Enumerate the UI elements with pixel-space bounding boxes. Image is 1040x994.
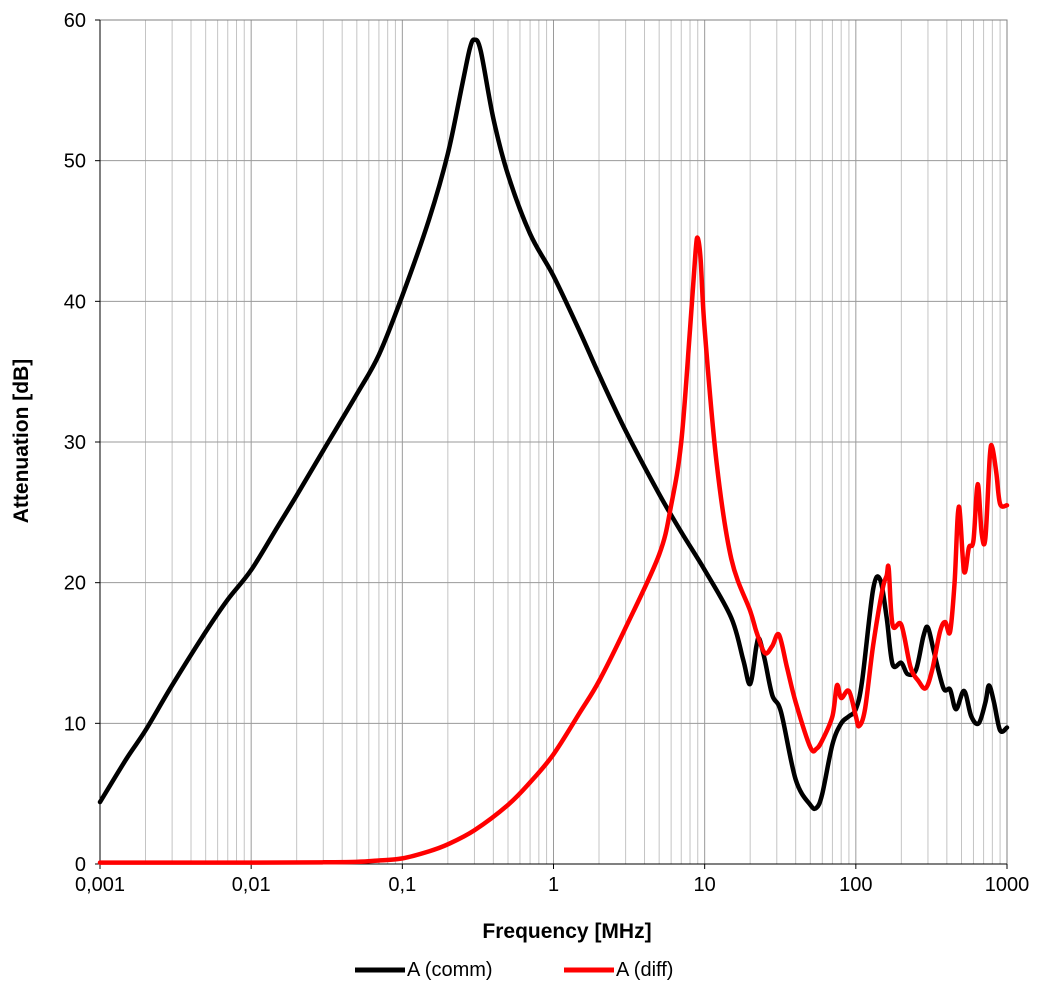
x-tick-label: 0,1 (388, 874, 416, 896)
y-axis-title: Attenuation [dB] (10, 359, 33, 523)
x-tick-label: 0,01 (232, 874, 271, 896)
y-tick-labels: 0 10 20 30 40 50 60 (64, 10, 86, 876)
legend-label-comm: A (comm) (407, 959, 493, 981)
x-axis-title: Frequency [MHz] (482, 920, 651, 943)
series-line-diff (97, 235, 1010, 865)
y-tick-label: 20 (64, 573, 86, 595)
legend-label-diff: A (diff) (616, 959, 673, 981)
x-tick-label: 10 (694, 874, 716, 896)
y-tick-label: 60 (64, 10, 86, 32)
x-tick-label: 1 (548, 874, 559, 896)
x-tick-labels: 0,001 0,01 0,1 1 10 100 1000 (75, 874, 1029, 896)
x-tick-label: 0,001 (75, 874, 125, 896)
y-tick-label: 0 (75, 854, 86, 876)
y-tick-label: 50 (64, 151, 86, 173)
legend: A (comm) A (diff) (355, 959, 673, 981)
series-lines (97, 37, 1010, 865)
y-tick-label: 40 (64, 291, 86, 313)
y-tick-label: 30 (64, 432, 86, 454)
y-tick-label: 10 (64, 713, 86, 735)
x-tick-label: 1000 (985, 874, 1030, 896)
x-tick-label: 100 (839, 874, 872, 896)
